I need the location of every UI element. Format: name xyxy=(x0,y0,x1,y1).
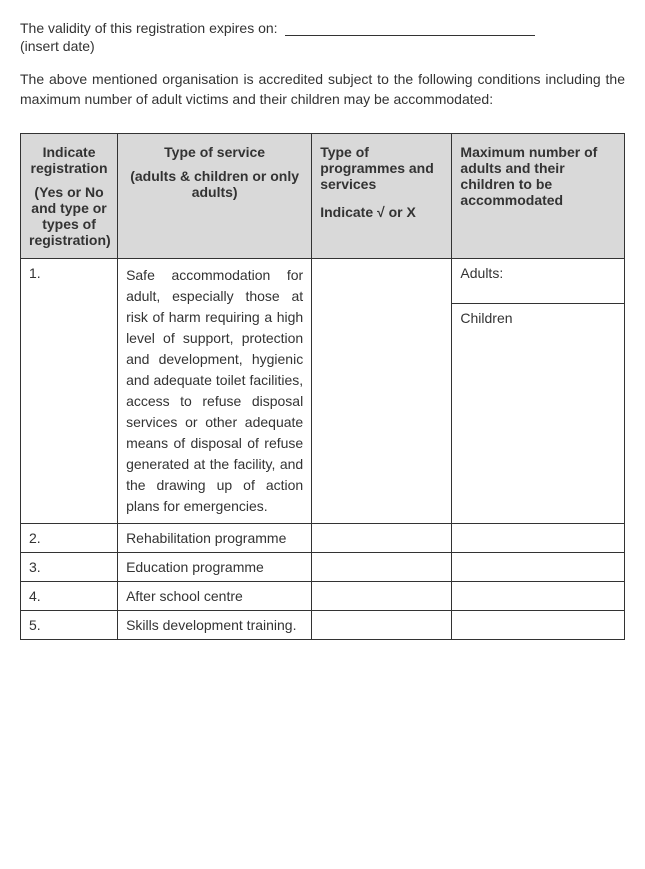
conditions-paragraph: The above mentioned organisation is accr… xyxy=(20,70,625,109)
table-row: 2. Rehabilitation programme xyxy=(21,524,625,553)
row5-service: Skills development training. xyxy=(118,611,312,640)
row2-service: Rehabilitation programme xyxy=(118,524,312,553)
row3-programmes[interactable] xyxy=(312,553,452,582)
row1-programmes[interactable] xyxy=(312,259,452,524)
row3-maximum[interactable] xyxy=(452,553,625,582)
insert-date-text: (insert date) xyxy=(20,38,625,54)
row1-service: Safe accommodation for adult, especially… xyxy=(118,259,312,524)
validity-line: The validity of this registration expire… xyxy=(20,20,625,36)
header-col3-b: Indicate √ or X xyxy=(320,204,443,220)
row1-max-adults[interactable]: Adults: xyxy=(452,259,624,304)
row3-num: 3. xyxy=(21,553,118,582)
validity-text: The validity of this registration expire… xyxy=(20,20,278,36)
header-indicate-registration: Indicate registration (Yes or No and typ… xyxy=(21,134,118,259)
table-header-row: Indicate registration (Yes or No and typ… xyxy=(21,134,625,259)
row3-service: Education programme xyxy=(118,553,312,582)
row4-maximum[interactable] xyxy=(452,582,625,611)
header-maximum-number: Maximum number of adults and their child… xyxy=(452,134,625,259)
row5-programmes[interactable] xyxy=(312,611,452,640)
row1-num: 1. xyxy=(21,259,118,524)
table-row: 5. Skills development training. xyxy=(21,611,625,640)
row1-maximum: Adults: Children xyxy=(452,259,625,524)
header-col2-b: (adults & children or only adults) xyxy=(126,168,303,200)
registration-table: Indicate registration (Yes or No and typ… xyxy=(20,133,625,640)
row2-programmes[interactable] xyxy=(312,524,452,553)
row5-maximum[interactable] xyxy=(452,611,625,640)
header-type-of-service: Type of service (adults & children or on… xyxy=(118,134,312,259)
header-col1-a: Indicate registration xyxy=(31,144,108,176)
header-col4-a: Maximum number of adults and their child… xyxy=(460,144,597,208)
row4-num: 4. xyxy=(21,582,118,611)
table-row: 4. After school centre xyxy=(21,582,625,611)
date-blank-line[interactable] xyxy=(285,35,535,36)
header-col1-b: (Yes or No and type or types of registra… xyxy=(29,184,109,248)
header-col2-a: Type of service xyxy=(164,144,265,160)
row4-programmes[interactable] xyxy=(312,582,452,611)
row5-num: 5. xyxy=(21,611,118,640)
row4-service: After school centre xyxy=(118,582,312,611)
header-col3-a: Type of programmes and services xyxy=(320,144,434,192)
row1-max-children[interactable]: Children xyxy=(452,304,624,332)
table-row: 1. Safe accommodation for adult, especia… xyxy=(21,259,625,524)
row2-maximum[interactable] xyxy=(452,524,625,553)
row2-num: 2. xyxy=(21,524,118,553)
table-row: 3. Education programme xyxy=(21,553,625,582)
header-type-of-programmes: Type of programmes and services Indicate… xyxy=(312,134,452,259)
